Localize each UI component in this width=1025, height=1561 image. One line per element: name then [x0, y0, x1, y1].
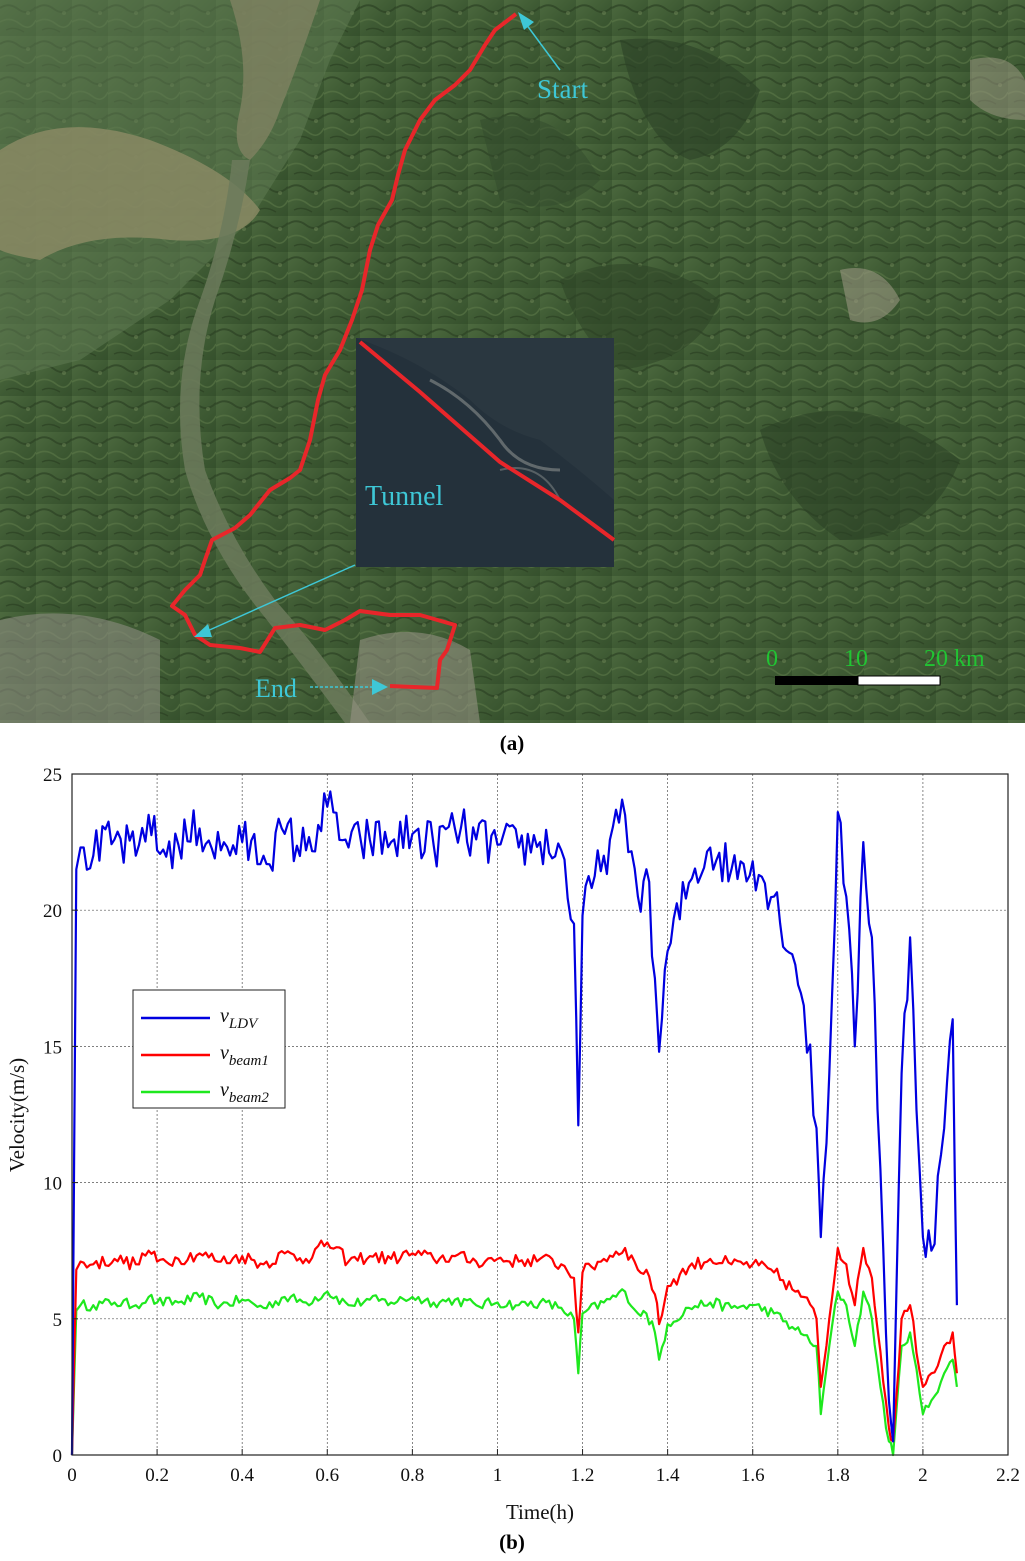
end-label: End [255, 674, 297, 703]
x-tick-label: 0.2 [145, 1465, 169, 1486]
scale-tick-0: 0 [766, 646, 778, 672]
series-line-v-beam1 [70, 1239, 958, 1456]
y-tick-label: 15 [43, 1037, 62, 1058]
x-tick-label: 0.4 [230, 1465, 254, 1486]
satellite-background [0, 0, 1025, 723]
y-axis-label: Velocity(m/s) [5, 1058, 29, 1172]
scale-tick-20: 20 km [924, 646, 985, 672]
route-line [170, 12, 518, 690]
legend-label: vLDV [220, 1005, 259, 1032]
scale-tick-10: 10 [844, 646, 868, 672]
velocity-chart: (a) 0 0.2 0.4 0.6 0.8 1 1.2 1.4 1.6 1.8 2 2.2 0 5 10 15… [5, 731, 1020, 1554]
x-tick-label: 0.6 [315, 1465, 339, 1486]
legend-box [132, 989, 286, 1109]
x-tick-label: 2 [918, 1465, 928, 1486]
y-tick-label: 10 [43, 1174, 62, 1195]
tunnel-inset [356, 338, 616, 567]
axis-ticks: 0 0.2 0.4 0.6 0.8 1 1.2 1.4 1.6 1.8 2 2.2 0 5 10 15 20 25 [43, 765, 1020, 1486]
grid [72, 774, 1008, 1455]
tunnel-annotation: Tunnel [194, 481, 444, 637]
x-tick-label: 1.2 [571, 1465, 595, 1486]
tunnel-route-line [358, 340, 616, 542]
series-line-v-beam2 [70, 1288, 958, 1457]
series-group [70, 790, 958, 1457]
legend-label: vbeam2 [220, 1079, 269, 1106]
route-map: Start Tunnel End 0 10 20 km [0, 0, 1025, 723]
tunnel-label: Tunnel [365, 481, 444, 512]
scale-bar: 0 10 20 km [766, 646, 985, 686]
x-tick-label: 2.2 [996, 1465, 1020, 1486]
plot-frame [71, 773, 1009, 1456]
x-tick-label: 1.6 [741, 1465, 765, 1486]
y-tick-label: 25 [43, 765, 62, 786]
end-annotation: End [255, 674, 388, 703]
start-annotation: Start [518, 12, 588, 104]
legend: vLDV vbeam1 vbeam2 [132, 989, 286, 1109]
x-tick-label: 0 [67, 1465, 77, 1486]
y-tick-label: 0 [53, 1446, 63, 1467]
x-tick-label: 1.4 [656, 1465, 680, 1486]
x-tick-label: 1 [493, 1465, 503, 1486]
panel-a-label: (a) [500, 731, 525, 755]
y-tick-label: 20 [43, 901, 62, 922]
start-label: Start [537, 74, 588, 104]
x-tick-label: 1.8 [826, 1465, 850, 1486]
x-axis-label: Time(h) [506, 1500, 574, 1524]
y-tick-label: 5 [53, 1310, 63, 1331]
legend-label: vbeam1 [220, 1042, 269, 1069]
series-line-v-ldv [70, 790, 958, 1456]
x-tick-label: 0.8 [400, 1465, 424, 1486]
panel-b-label: (b) [499, 1530, 525, 1554]
